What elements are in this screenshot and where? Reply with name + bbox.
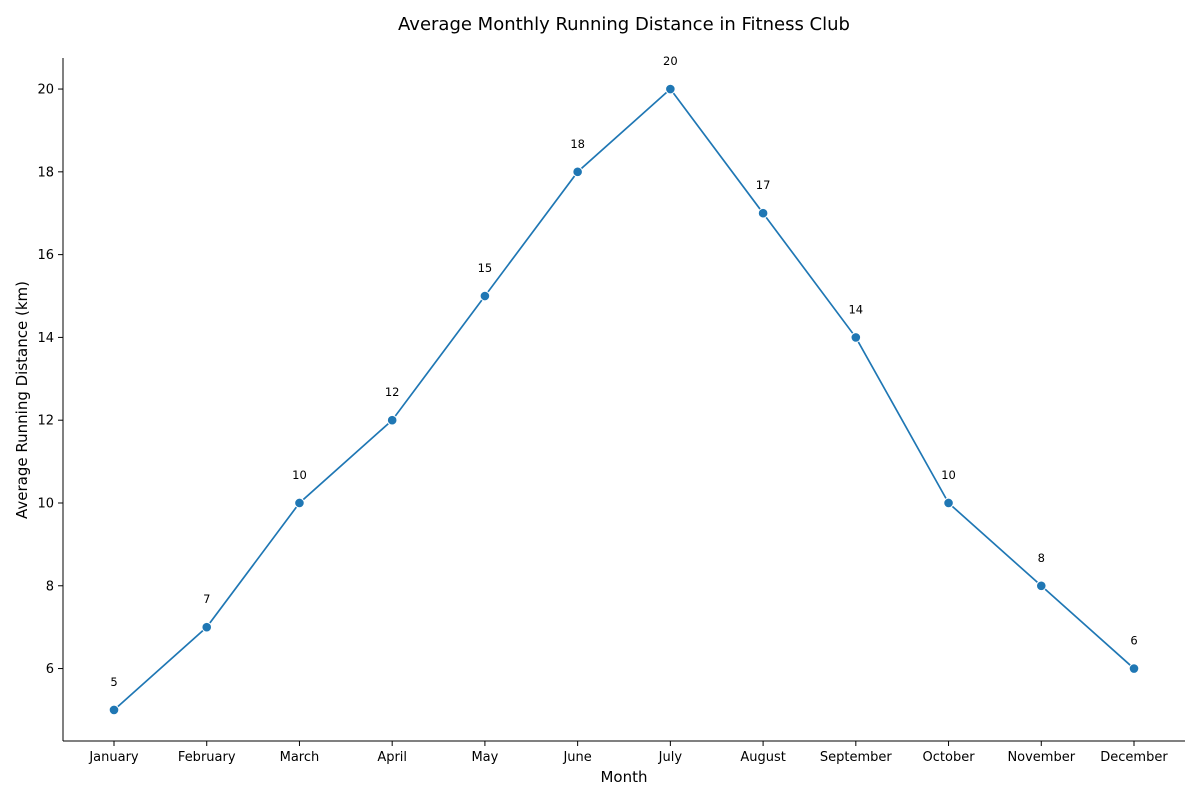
y-tick-label: 12 <box>37 414 54 429</box>
data-labels: 5 7 10 12 15 18 20 17 14 10 8 6 <box>110 54 1137 689</box>
y-tick-label: 20 <box>37 83 54 98</box>
data-point <box>479 290 491 302</box>
data-label: 10 <box>941 468 956 482</box>
x-tick-label: December <box>1100 750 1168 765</box>
data-point <box>386 414 398 426</box>
x-tick-label: August <box>740 750 786 765</box>
y-tick-label: 14 <box>37 331 54 346</box>
data-point <box>1035 580 1047 592</box>
data-label: 7 <box>203 592 210 606</box>
series-line <box>113 87 1135 711</box>
y-tick-label: 16 <box>37 248 54 263</box>
data-label: 14 <box>848 302 863 316</box>
x-tick-label: June <box>562 750 591 765</box>
x-tick-label: March <box>280 750 320 765</box>
data-label: 17 <box>756 178 771 192</box>
y-tick-label: 10 <box>37 496 54 511</box>
data-point <box>665 83 676 95</box>
x-axis-label: Month <box>600 768 647 786</box>
y-tick-label: 8 <box>46 579 54 594</box>
x-tick-label: September <box>820 750 893 765</box>
data-label: 10 <box>292 468 307 482</box>
y-tick-label: 18 <box>37 165 54 180</box>
data-label: 18 <box>570 137 585 151</box>
x-tick-label: February <box>178 750 236 765</box>
data-label: 20 <box>663 54 678 68</box>
data-point <box>201 621 213 633</box>
chart-title: Average Monthly Running Distance in Fitn… <box>398 14 850 35</box>
x-tick-label: July <box>658 750 683 765</box>
y-axis-label: Average Running Distance (km) <box>13 281 31 519</box>
data-point <box>757 207 769 219</box>
x-tick-label: May <box>471 750 498 765</box>
data-label: 6 <box>1130 634 1137 648</box>
series-group <box>108 83 1140 716</box>
data-point <box>108 704 120 716</box>
data-point <box>572 166 583 178</box>
x-tick-label: November <box>1007 750 1075 765</box>
data-point <box>1128 663 1140 674</box>
data-label: 5 <box>110 675 117 689</box>
data-point <box>294 497 305 509</box>
data-label: 15 <box>478 261 493 275</box>
ticks: 6 8 10 12 14 16 18 20 January February March April M… <box>37 83 1168 765</box>
x-tick-label: October <box>923 750 976 765</box>
x-tick-label: January <box>88 750 139 765</box>
data-label: 8 <box>1038 551 1045 565</box>
x-tick-label: April <box>377 750 407 765</box>
data-point <box>850 332 862 343</box>
y-tick-label: 6 <box>46 662 54 677</box>
data-point <box>943 497 954 509</box>
data-label: 12 <box>385 385 400 399</box>
